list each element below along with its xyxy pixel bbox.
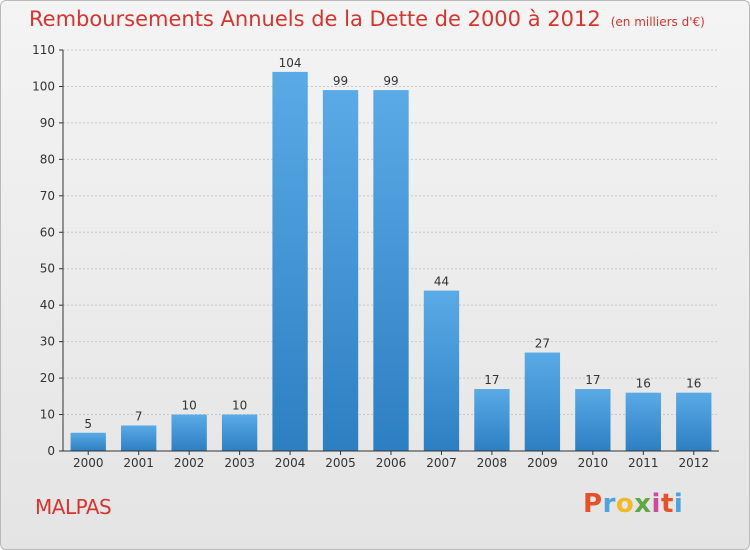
bar-2011: [625, 392, 661, 451]
data-label: 17: [484, 373, 499, 387]
data-label: 10: [232, 399, 247, 413]
bar-2005: [322, 90, 359, 451]
x-tick-label: 2004: [275, 456, 306, 470]
data-label: 16: [636, 377, 651, 391]
y-tick-label: 20: [40, 371, 55, 385]
y-tick-label: 0: [47, 444, 55, 458]
x-tick-label: 2006: [376, 456, 407, 470]
data-label: 104: [279, 56, 302, 70]
data-label: 10: [182, 399, 197, 413]
x-tick-label: 2008: [477, 456, 508, 470]
data-label: 17: [585, 373, 600, 387]
y-tick-label: 10: [40, 408, 55, 422]
y-tick-label: 40: [40, 298, 55, 312]
y-tick-label: 90: [40, 116, 55, 130]
data-label: 44: [434, 275, 449, 289]
x-tick-label: 2011: [628, 456, 659, 470]
bar-2001: [121, 425, 157, 451]
town-name: MALPAS: [35, 495, 112, 519]
x-tick-label: 2002: [174, 456, 205, 470]
title-row: Remboursements Annuels de la Dette de 20…: [29, 7, 705, 31]
bar-2007: [423, 290, 460, 451]
bar-2009: [524, 352, 561, 451]
bar-2010: [575, 389, 611, 451]
y-tick-label: 110: [32, 43, 55, 57]
x-tick-label: 2012: [678, 456, 709, 470]
bar-2000: [70, 432, 106, 451]
bar-2006: [373, 90, 409, 451]
x-tick-label: 2000: [73, 456, 104, 470]
data-labels: 5 7 10 10 104 99 99 44 17 27 17 16 16: [84, 56, 701, 431]
x-tick-label: 2003: [224, 456, 255, 470]
data-label: 99: [383, 74, 398, 88]
y-tick-label: 30: [40, 335, 55, 349]
x-tick-label: 2001: [123, 456, 154, 470]
x-tick-label: 2009: [527, 456, 558, 470]
bar-2003: [221, 414, 258, 451]
y-tick-label: 50: [40, 262, 55, 276]
bars: [70, 71, 712, 451]
bar-2002: [171, 414, 207, 451]
x-tick-label: 2005: [325, 456, 356, 470]
bar-2004: [272, 71, 308, 451]
data-label: 16: [686, 377, 701, 391]
data-label: 99: [333, 74, 348, 88]
data-label: 7: [135, 409, 143, 423]
x-tick-label: 2007: [426, 456, 457, 470]
y-tick-label: 100: [32, 79, 55, 93]
chart-title: Remboursements Annuels de la Dette de 20…: [29, 7, 601, 31]
proxiti-logo: Proxiti: [583, 489, 684, 519]
axes: 0 10 20 30 40 50 60 70 80 90 100 110 2000 2001 2002 200…: [32, 43, 719, 470]
x-tick-label: 2010: [578, 456, 609, 470]
chart-subtitle: (en milliers d'€): [610, 15, 705, 29]
bar-2008: [474, 389, 510, 451]
data-label: 27: [535, 337, 550, 351]
bar-2012: [676, 392, 712, 451]
y-tick-label: 80: [40, 152, 55, 166]
data-label: 5: [84, 417, 92, 431]
y-tick-label: 70: [40, 189, 55, 203]
y-tick-label: 60: [40, 225, 55, 239]
